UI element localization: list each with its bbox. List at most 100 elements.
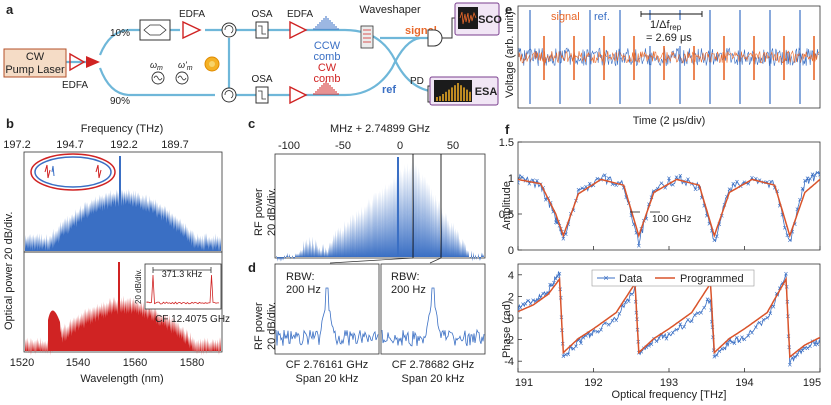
b-inset-span: 371.3 kHz [162, 269, 203, 279]
f-amp-data-point: × [777, 201, 782, 210]
f-phase-data-point: × [742, 335, 747, 344]
b-y-label: Optical power 20 dB/div. [3, 212, 15, 330]
d-right-rbw-value: 200 Hz [391, 284, 426, 296]
f-amp-data-point: × [591, 181, 596, 190]
f-phase-data-point: × [639, 347, 644, 356]
f-phase-data-point: × [563, 350, 568, 359]
f-amp-data-point: × [629, 211, 634, 220]
f-amp-data-point: × [727, 185, 732, 194]
f-phase-data-point: × [606, 320, 611, 329]
edfa-left-label: EDFA [62, 80, 88, 91]
f-phase-data-point: × [805, 344, 810, 353]
f-amp-data-point: × [704, 211, 709, 220]
ccw-comb-icon [313, 16, 339, 30]
e-period-label: 1/Δfrep [650, 19, 682, 32]
d-right-rbw-label: RBW: [391, 271, 420, 283]
f-amp-data-point: × [815, 169, 820, 178]
f-phase-data-point: × [589, 330, 594, 339]
f-amp-data-point: × [584, 182, 589, 191]
f-amp-data-point: × [697, 185, 702, 194]
d-right-trace [381, 287, 485, 347]
edfa-top-label: EDFA [179, 9, 205, 20]
pct-top: 10% [110, 28, 130, 39]
f-amp-data-point: × [702, 201, 707, 210]
f-phase-data-point: × [576, 336, 581, 345]
splitter-icon [86, 56, 100, 68]
panel-label-c: c [248, 116, 255, 131]
edfa-mid-label: EDFA [287, 9, 313, 20]
f-phase-programmed-line [518, 276, 820, 359]
f-amp-data-point: × [800, 185, 805, 194]
f-phase-data-point: × [692, 311, 697, 320]
f-phase-data-point: × [714, 351, 719, 360]
f-amp-data-point: × [782, 224, 787, 233]
f-amp-data-point: × [655, 185, 660, 194]
f-amp-data-point: × [813, 171, 818, 180]
f-phase-data-point: × [800, 346, 805, 355]
f-amp-data-point: × [712, 236, 717, 245]
f-amp-programmed-line [518, 178, 820, 238]
f-phase-data-point: × [792, 353, 797, 362]
panel-label-d: d [248, 260, 256, 275]
f-phase-data-point: × [735, 333, 740, 342]
edfa-top-icon [182, 20, 202, 40]
fiber-90pct [98, 67, 215, 97]
f-phase-data-point: × [538, 293, 543, 302]
f-phase-data-point: × [649, 340, 654, 349]
f-amp-data-point: × [798, 196, 803, 205]
f-amp-data-point: × [742, 178, 747, 187]
c-y-label-1: RF power [253, 188, 265, 236]
f-phase-data-point: × [795, 351, 800, 360]
f-phase-data-point: × [790, 354, 795, 363]
d-left-plot-frame [274, 263, 380, 355]
f-phase-data-point: × [670, 328, 675, 337]
f-amp-data-point: × [543, 196, 548, 205]
f-amp-data-point: × [674, 173, 679, 182]
c-y-label-2: 20 dB/div. [266, 188, 278, 236]
cw-pump-laser [3, 48, 67, 78]
f-amp-data-point: × [731, 180, 736, 189]
omega-m: ωm [150, 60, 163, 72]
f-phase-data-point: × [803, 344, 808, 353]
edfa-mid-bottom-icon [289, 85, 308, 105]
f-phase-data-point: × [815, 340, 820, 349]
d-left-rbw-value: 200 Hz [286, 284, 321, 296]
f-x-tick-label: 191 [515, 377, 533, 389]
f-phase-data-point: × [813, 341, 818, 350]
f-phase-data-point: × [581, 334, 586, 343]
b-bottom-plot-frame [23, 251, 223, 353]
pct-bottom: 90% [110, 96, 130, 107]
f-amp-data-point: × [785, 231, 790, 240]
f-phase-data-point: × [808, 342, 813, 351]
e-signal-trace [518, 50, 820, 64]
f-phase-data-point: × [702, 304, 707, 313]
f-amp-data-point: × [780, 210, 785, 219]
f-amp-data-point: × [566, 220, 571, 229]
f-phase-tick-label: 0 [508, 313, 514, 325]
f-amp-data-point: × [717, 220, 722, 229]
f-amp-data-point: × [624, 193, 629, 202]
f-amp-data-point: × [753, 175, 758, 184]
omega-m-prime: ω'm [178, 60, 193, 72]
f-amp-data-point: × [634, 229, 639, 238]
f-phase-data-point: × [761, 316, 766, 325]
f-phase-data-point: × [574, 342, 579, 351]
f-phase-data-point: × [757, 318, 762, 327]
f-phase-data-point: × [614, 316, 619, 325]
f-amp-data-point: × [659, 179, 664, 188]
b-top-tick-1: 194.7 [56, 139, 84, 151]
e-x-label: Time (2 μs/div) [633, 115, 706, 127]
f-phase-data-point: × [617, 310, 622, 319]
f-phase-label: Phase (rad) [501, 301, 513, 358]
b-x-tick-1: 1540 [66, 357, 90, 369]
f-amp-tick-label: 0.5 [499, 209, 514, 221]
f-phase-data-point: × [523, 300, 528, 309]
f-amp-data-point: × [531, 176, 536, 185]
f-amp-data-point: × [808, 175, 813, 184]
f-phase-data-point: × [725, 339, 730, 348]
f-amp-data-point: × [709, 226, 714, 235]
b-top-tick-0: 197.2 [3, 139, 31, 151]
b-x-tick-0: 1520 [10, 357, 34, 369]
f-phase-data-point: × [657, 334, 662, 343]
